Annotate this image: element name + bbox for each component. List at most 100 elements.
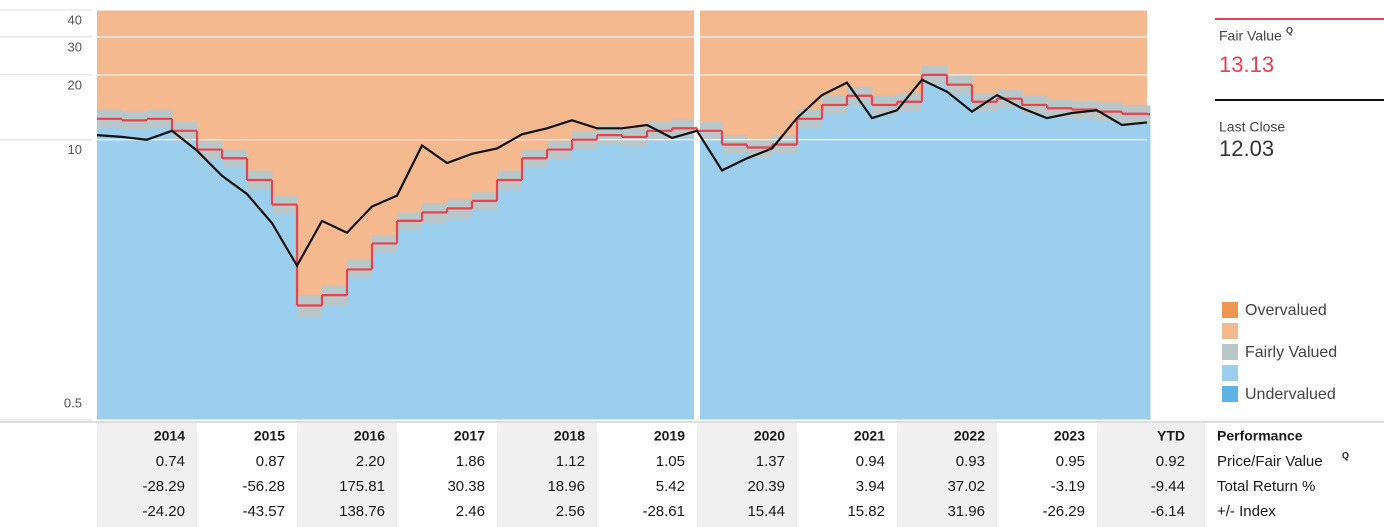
valuation-band [597,144,623,420]
valuation-band [197,159,223,421]
valuation-band [272,214,298,420]
table-cell: 138.76 [339,503,385,520]
column-header: 2021 [854,428,885,444]
column-header: 2020 [754,428,785,444]
valuation-band [447,218,473,420]
table-cell: 2.46 [456,503,485,520]
row-label: Total Return % [1217,478,1315,495]
last-close: 12.03 [1219,136,1274,161]
legend-swatch [1222,302,1238,318]
valuation-band [747,157,773,421]
valuation-band [322,305,348,420]
valuation-band [1047,118,1073,420]
plot [97,9,1151,421]
period-gap [694,10,700,420]
y-tick-label: 10 [68,142,82,157]
table-cell: -6.14 [1151,503,1185,520]
valuation-band [147,128,173,420]
row-label: +/- Index [1217,503,1276,520]
valuation-band [297,317,323,420]
table-cell: 20.39 [747,478,785,495]
valuation-band [1147,124,1151,420]
legend-label: Undervalued [1245,386,1336,403]
column-header: YTD [1157,428,1185,444]
valuation-band [497,189,523,420]
table-cell: 2.20 [356,453,385,470]
valuation-band [972,111,998,421]
valuation-band [222,167,248,420]
valuation-band [797,128,823,420]
valuation-band [872,114,898,420]
valuation-band [947,94,973,421]
table-cell: 2.56 [556,503,585,520]
valuation-band [472,210,498,420]
table-cell: 3.94 [856,478,885,495]
table-cell: -43.57 [242,503,285,520]
column-header: 2023 [1054,428,1085,444]
y-tick-label: 0.5 [64,395,82,410]
column-header: 2019 [654,428,685,444]
table-cell: 37.02 [947,478,985,495]
valuation-band [1122,123,1148,421]
last-close-label: Last Close [1219,119,1285,135]
y-tick-label: 30 [68,39,82,54]
table-cell: 1.05 [656,453,685,470]
y-tick-label: 20 [68,77,82,92]
legend-swatch [1222,386,1238,402]
column-header: 2022 [954,428,985,444]
table-cell: -24.20 [142,503,185,520]
valuation-band [572,149,598,420]
valuation-band [1022,114,1048,420]
table-cell: -28.61 [642,503,685,520]
row-label: Price/Fair Value [1217,453,1323,470]
table-cell: 31.96 [947,503,985,520]
table-cell: 1.86 [456,453,485,470]
table-cell: -28.29 [142,478,185,495]
column-header: 2014 [154,428,185,444]
table-cell: 0.93 [956,453,985,470]
column-shade [1097,423,1205,527]
valuation-band [897,111,923,421]
valuation-band [97,128,123,420]
valuation-band [347,277,373,420]
table-cell: 0.87 [256,453,285,470]
table-cell: 18.96 [547,478,585,495]
table-cell: 1.37 [756,453,785,470]
valuation-band [997,108,1023,420]
valuation-band [372,252,398,420]
legend-label: Overvalued [1245,302,1327,319]
valuation-band [522,167,548,420]
valuation-band [1097,121,1123,420]
table-cell: 30.38 [447,478,485,495]
legend-swatch [1222,344,1238,360]
valuation-band [847,105,873,421]
column-shade [497,423,597,527]
table-cell: -26.29 [1042,503,1085,520]
fair-value-label: Fair Value [1219,28,1282,44]
valuation-band [122,129,148,420]
table-cell: 0.74 [156,453,185,470]
valuation-band [772,153,798,421]
valuation-band [697,140,723,420]
valuation-band [672,137,698,421]
table-cell: 175.81 [339,478,385,495]
table-cell: 15.82 [847,503,885,520]
table-cell: 0.94 [856,453,885,470]
column-shade [697,423,797,527]
column-shade [97,423,197,527]
quant-badge: Q [1342,450,1349,460]
table-cell: 0.92 [1156,453,1185,470]
table-cell: -3.19 [1051,478,1085,495]
valuation-band [172,140,198,420]
table-cell: 15.44 [747,503,785,520]
fair-value: 13.13 [1219,52,1274,77]
column-header: 2017 [454,428,485,444]
table-cell: -9.44 [1151,478,1185,495]
table-cell: 5.42 [656,478,685,495]
valuation-band [722,153,748,421]
column-header: 2018 [554,428,585,444]
column-shade [897,423,997,527]
valuation-band [1072,119,1098,421]
